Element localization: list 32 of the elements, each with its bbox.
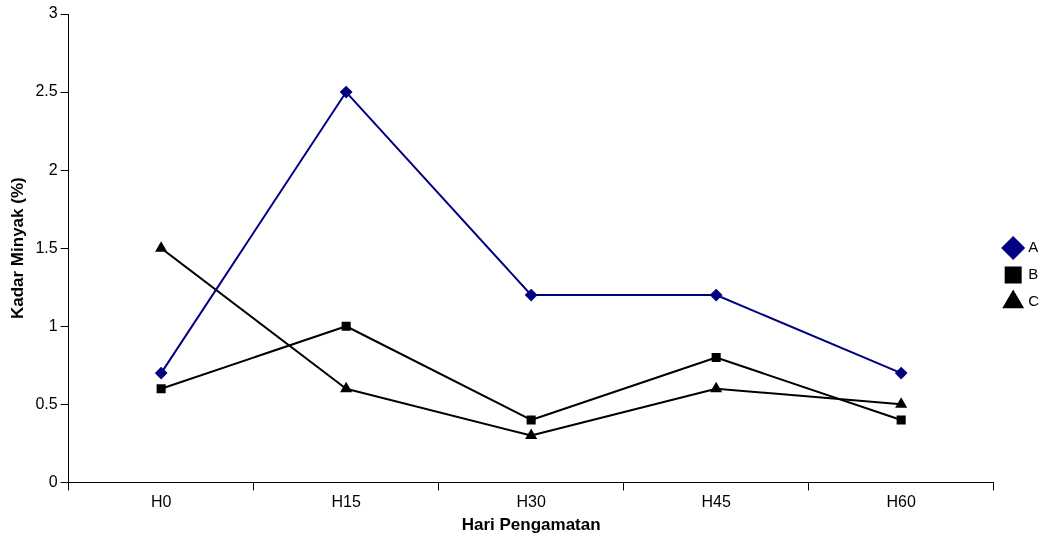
x-axis-title: Hari Pengamatan (461, 515, 601, 535)
point (525, 429, 537, 440)
point (526, 415, 536, 425)
y-tick-label: 0 (48, 472, 58, 490)
legend-label: B (1028, 265, 1039, 283)
point (525, 289, 538, 302)
y-tick-label: 3 (48, 4, 58, 22)
point (156, 384, 166, 394)
x-tick-label: H0 (150, 493, 172, 511)
y-tick-label: 2 (48, 160, 58, 178)
y-axis-title: Kadar Minyak (%) (7, 177, 27, 320)
y-tick-label: 2.5 (35, 82, 58, 100)
point (711, 352, 721, 363)
y-tick-label: 1.5 (35, 238, 58, 256)
point (895, 398, 907, 408)
x-tick-label: H30 (516, 493, 546, 511)
point (710, 382, 722, 393)
x-tick-label: H15 (331, 493, 361, 511)
y-tick-label: 0.5 (35, 394, 58, 412)
point (895, 367, 908, 380)
legend-label: A (1028, 238, 1039, 256)
x-tick-label: H45 (701, 493, 731, 511)
point (341, 321, 351, 331)
point (340, 382, 352, 393)
point (155, 242, 167, 252)
x-tick-label: H60 (886, 493, 916, 511)
y-tick-label: 1 (48, 316, 58, 334)
point (340, 86, 353, 99)
legend-label: C (1028, 292, 1040, 310)
point (896, 415, 906, 425)
point (710, 289, 723, 302)
point (155, 367, 168, 380)
